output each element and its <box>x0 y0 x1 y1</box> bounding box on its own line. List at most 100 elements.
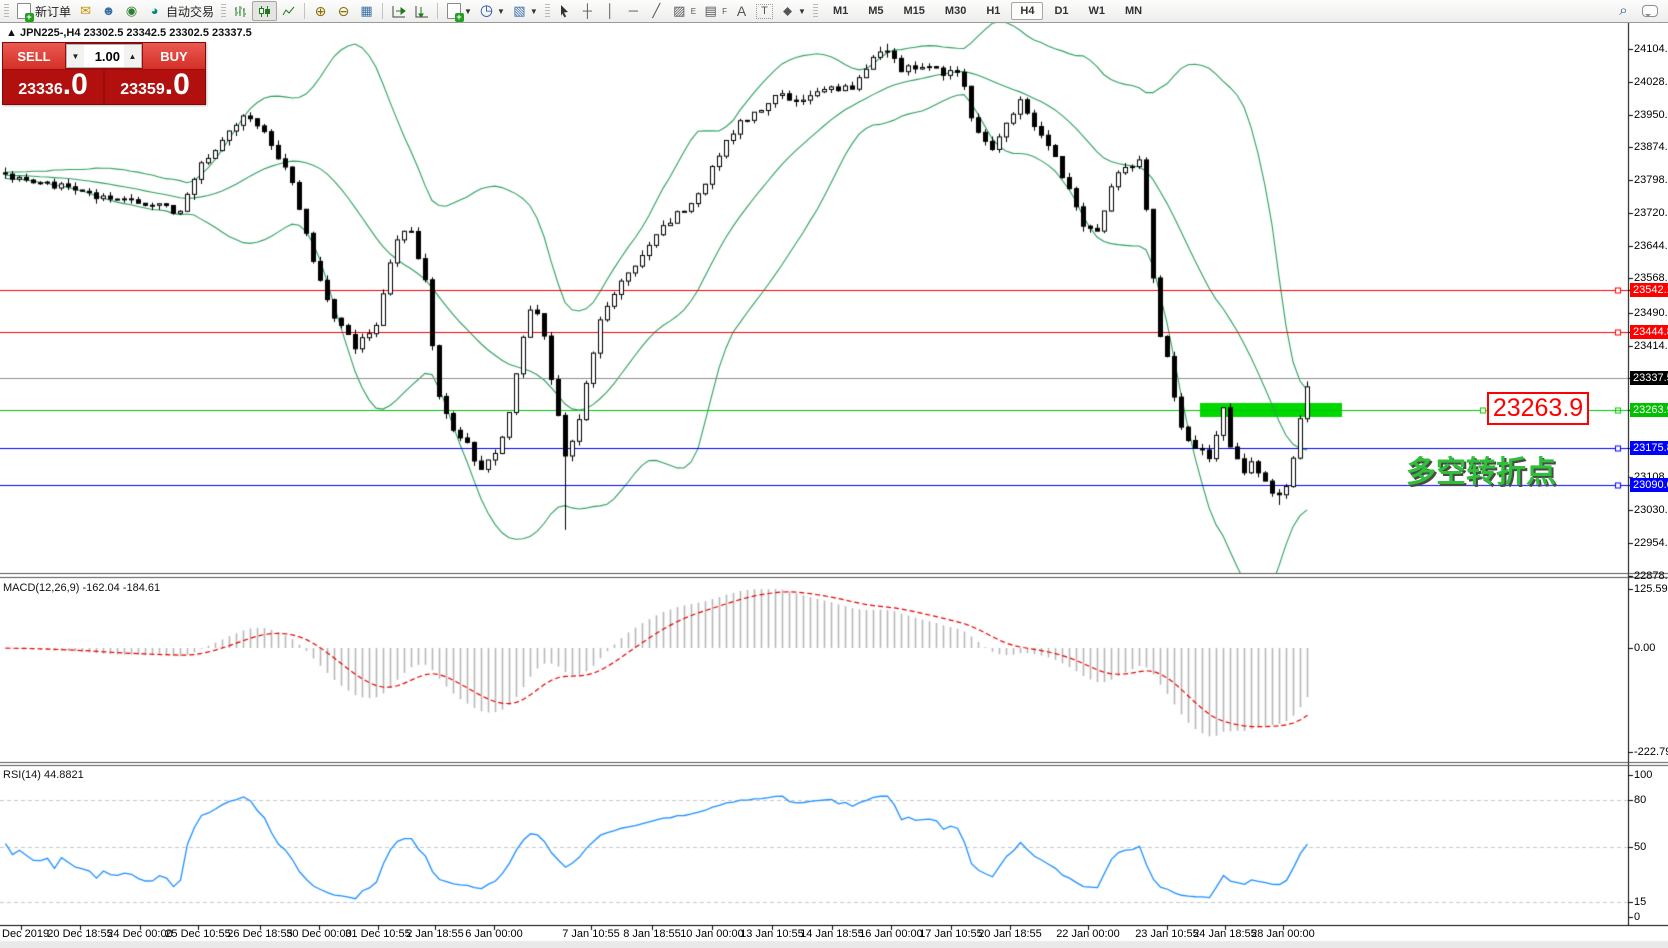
turning-point-annotation[interactable]: 多空转折点 <box>1406 456 1556 489</box>
horizontal-line-button[interactable]: ─ <box>622 2 645 20</box>
timeframe-bar: M1 M5 M15 M30 H1 H4 D1 W1 MN <box>823 2 1152 20</box>
cursor-button[interactable] <box>553 2 576 20</box>
date-axis-label: 26 Dec 18:55 <box>227 928 293 940</box>
date-axis-label: 17 Jan 10:55 <box>919 928 983 940</box>
timeframe-button-w1[interactable]: W1 <box>1088 5 1106 17</box>
date-axis-label: 25 Dec 10:55 <box>165 928 231 940</box>
chart-title: ▲ JPN225-,H4 23302.5 23342.5 23302.5 233… <box>6 27 252 39</box>
symbol-direction-icon: ▲ <box>6 27 17 39</box>
autotrade-label: 自动交易 <box>166 4 215 19</box>
autotrade-button[interactable]: ◕ 自动交易 <box>143 2 217 21</box>
timeframe-button-m30[interactable]: M30 <box>944 5 967 17</box>
date-axis-label: 24 Dec 00:00 <box>107 928 173 940</box>
toolbar-grip[interactable] <box>544 4 550 18</box>
date-axis-label: 16 Jan 00:00 <box>859 928 923 940</box>
vertical-line-icon: │ <box>606 3 615 18</box>
zoom-out-icon: ⊖ <box>337 3 350 19</box>
toolbar-grip[interactable] <box>4 4 9 18</box>
mail-button[interactable]: ✉ <box>74 2 97 20</box>
date-axis-label: 13 Jan 10:55 <box>740 928 804 940</box>
timeframe-button-mn[interactable]: MN <box>1125 5 1143 17</box>
date-axis-label: 2 Jan 18:55 <box>406 928 464 940</box>
chart-shift-button[interactable] <box>387 2 410 20</box>
volume-increase-button[interactable]: ▲ <box>124 45 141 67</box>
volume-input[interactable] <box>84 45 124 67</box>
chevron-down-icon: ▼ <box>798 6 806 16</box>
macd-axis-tick: -222.79 <box>1634 746 1668 758</box>
timeframe-button-m5[interactable]: M5 <box>868 5 884 17</box>
profile-icon: ☻ <box>101 3 116 18</box>
fibonacci-icon: ▤ <box>704 3 717 18</box>
price-axis-tick: 23568.0 <box>1634 272 1668 284</box>
buy-button[interactable]: BUY <box>143 43 205 69</box>
toolbar-grip[interactable] <box>812 4 818 18</box>
search-icon[interactable]: ⌕ <box>1619 2 1628 19</box>
shapes-button[interactable]: ⬥ ▼ <box>776 2 809 20</box>
fibonacci-button[interactable]: ▤ F <box>699 2 730 20</box>
tile-windows-button[interactable]: ▦ <box>355 2 378 20</box>
toolbar-grip[interactable] <box>221 4 227 18</box>
volume-decrease-button[interactable]: ▼ <box>67 45 84 67</box>
price-axis-tick: 23414.0 <box>1634 340 1668 352</box>
date-axis-label: 28 Jan 00:00 <box>1251 928 1315 940</box>
sell-price-big: .0 <box>62 68 88 101</box>
new-order-icon: + <box>15 3 34 22</box>
candlestick-chart-icon <box>256 3 273 19</box>
price-badge: 23444.8 <box>1630 325 1668 339</box>
date-axis-label: 7 Jan 10:55 <box>562 928 620 940</box>
crosshair-button[interactable]: ┼ <box>576 2 599 20</box>
periods-button[interactable]: ◷ ▼ <box>475 2 508 20</box>
line-chart-icon <box>280 3 297 19</box>
timeframe-button-m15[interactable]: M15 <box>903 5 925 17</box>
date-axis-label: 24 Jan 18:55 <box>1193 928 1257 940</box>
chevron-down-icon: ▼ <box>464 6 472 16</box>
profile-button[interactable]: ☻ <box>97 2 120 20</box>
price-callout-label[interactable]: 23263.9 <box>1487 392 1589 425</box>
text-button[interactable]: A <box>730 2 753 20</box>
drawing-tools-group: ┼ │ ─ ╱ ▨ E ▤ F A T ⬥ ▼ <box>553 0 809 22</box>
text-label-icon: T <box>756 3 774 19</box>
symbol-period: JPN225-,H4 <box>19 27 81 39</box>
timeframe-button-h4[interactable]: H4 <box>1011 2 1044 20</box>
zoom-in-button[interactable]: ⊕ <box>309 2 332 20</box>
sell-price[interactable]: 23336 .0 <box>3 70 103 104</box>
autotrade-icon: ◕ <box>150 3 159 18</box>
vertical-line-button[interactable]: │ <box>599 2 622 20</box>
indicators-button[interactable]: + ▼ <box>442 2 475 22</box>
macd-axis-tick: 0.00 <box>1634 642 1656 654</box>
indicators-icon: + <box>445 3 464 22</box>
text-label-button[interactable]: T <box>753 3 776 20</box>
candle-chart-button[interactable] <box>252 1 278 21</box>
cursor-icon <box>556 3 573 19</box>
sell-button[interactable]: SELL <box>3 43 65 69</box>
text-icon: A <box>736 3 747 19</box>
timeframe-button-m1[interactable]: M1 <box>832 5 849 17</box>
rsi-label: RSI(14) 44.8821 <box>3 769 84 781</box>
trendline-button[interactable]: ╱ <box>645 2 668 20</box>
channel-sub-label: E <box>690 6 697 16</box>
chat-icon[interactable] <box>1642 5 1658 17</box>
channel-button[interactable]: ▨ E <box>668 2 699 20</box>
date-axis-label: 20 Dec 18:55 <box>47 928 113 940</box>
timeframe-button-d1[interactable]: D1 <box>1054 5 1069 17</box>
auto-scroll-button[interactable] <box>410 2 433 20</box>
buy-price[interactable]: 23359 .0 <box>105 70 205 104</box>
signal-button[interactable]: ◉ <box>120 2 143 20</box>
signal-icon: ◉ <box>125 3 138 18</box>
bar-chart-button[interactable] <box>229 2 252 20</box>
tile-windows-icon: ▦ <box>360 3 373 18</box>
price-axis-tick: 24028.0 <box>1634 76 1668 88</box>
date-axis-label: 31 Dec 10:55 <box>345 928 411 940</box>
chevron-down-icon: ▼ <box>496 6 505 16</box>
zoom-out-button[interactable]: ⊖ <box>332 2 355 20</box>
buy-price-big: .0 <box>164 68 190 101</box>
macd-label: MACD(12,26,9) -162.04 -184.61 <box>3 582 161 594</box>
new-order-button[interactable]: + 新订单 <box>12 2 74 22</box>
templates-button[interactable]: ▧ ▼ <box>508 2 541 20</box>
price-axis-tick: 24104.0 <box>1634 43 1668 55</box>
timeframe-button-h1[interactable]: H1 <box>986 5 1001 17</box>
line-chart-button[interactable] <box>277 2 300 20</box>
horizontal-line-icon: ─ <box>628 3 638 18</box>
date-axis-label: 20 Jan 18:55 <box>978 928 1042 940</box>
